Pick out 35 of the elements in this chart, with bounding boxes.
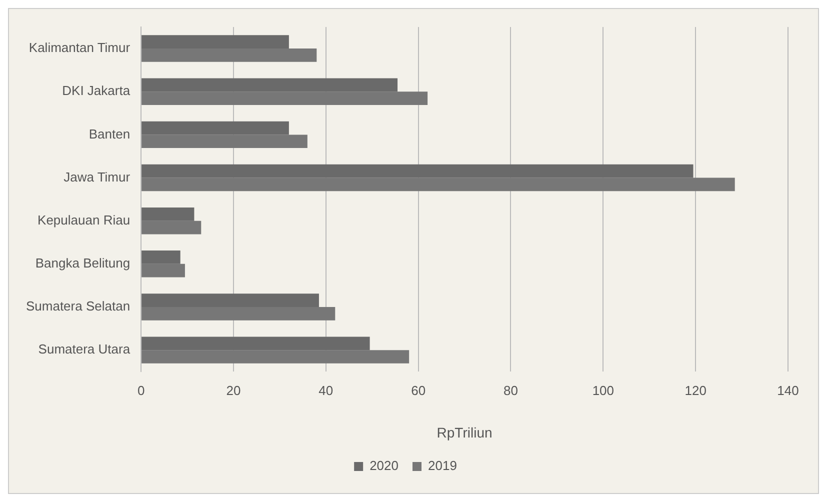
x-tick-label: 20 (226, 382, 241, 398)
x-tick-label: 100 (592, 382, 614, 398)
legend-label: 2019 (428, 458, 457, 474)
bar (142, 121, 289, 135)
bar (142, 220, 202, 234)
y-tick-label: Sumatera Selatan (26, 298, 130, 314)
x-tick-label: 80 (504, 382, 518, 398)
y-tick-label: Jawa Timur (64, 169, 131, 184)
x-axis-title: RpTriliun (436, 424, 492, 440)
bar (142, 350, 410, 364)
x-tick-label: 140 (777, 382, 799, 398)
bar (142, 78, 398, 92)
legend-label: 2020 (370, 458, 398, 474)
bar (142, 35, 289, 49)
bar (142, 164, 694, 178)
bar (142, 250, 180, 264)
x-tick-label: 120 (684, 382, 706, 398)
bar (142, 178, 735, 192)
y-tick-label: Kepulauan Riau (38, 212, 130, 228)
y-tick-label: Bangka Belitung (35, 255, 130, 270)
x-tick-label: 0 (137, 382, 145, 398)
bar (142, 294, 319, 307)
bar (142, 306, 336, 320)
y-tick-label: Kalimantan Timur (28, 40, 131, 56)
x-tick-label: 40 (318, 382, 334, 398)
y-tick-label: DKI Jakarta (62, 83, 131, 98)
bar (142, 134, 308, 148)
bar (142, 92, 428, 105)
y-tick-label: Banten (88, 126, 130, 142)
bar (142, 207, 194, 221)
y-tick-label: Sumatera Utara (38, 342, 131, 357)
bar (142, 336, 370, 350)
x-tick-label: 60 (411, 382, 426, 398)
bar (142, 48, 317, 62)
bar (142, 264, 185, 278)
